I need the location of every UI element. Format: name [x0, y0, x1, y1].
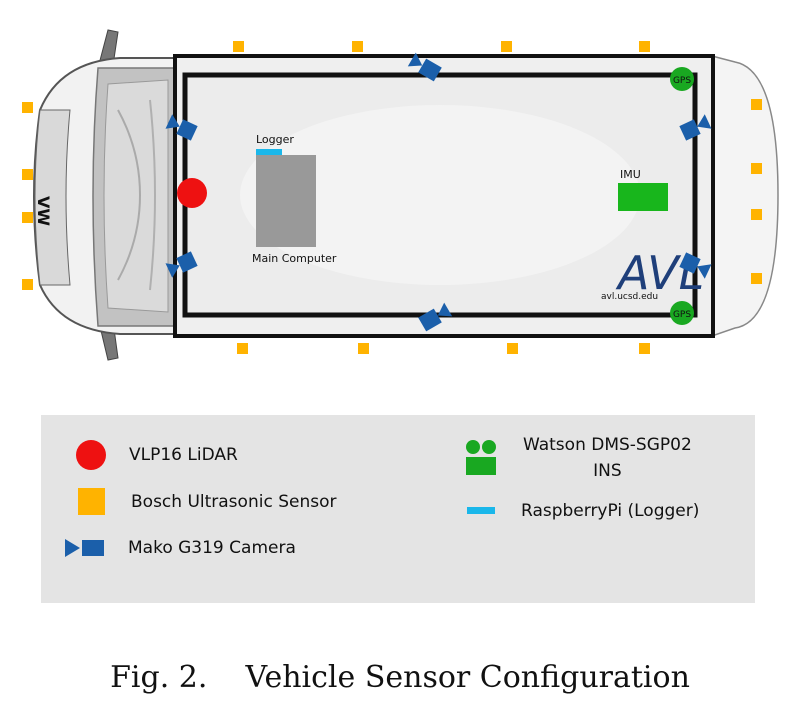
gps-antenna-rear [670, 301, 694, 325]
figure-title: Vehicle Sensor Configuration [245, 660, 690, 695]
imu-box [618, 183, 668, 211]
ultrasonic-sensor [751, 273, 762, 284]
legend-item-ultrasonic: Bosch Ultrasonic Sensor [77, 487, 336, 517]
logger-legend-icon [467, 507, 495, 514]
legend-lidar-label: VLP16 LiDAR [129, 445, 238, 465]
main-computer-label: Main Computer [252, 252, 337, 265]
ultrasonic-sensor [22, 212, 33, 223]
camera [679, 114, 712, 141]
legend-item-logger: RaspberryPi (Logger) [467, 499, 699, 523]
lidar-legend-icon [76, 440, 106, 470]
main-computer-box [256, 155, 316, 247]
svg-text:VW: VW [34, 196, 53, 226]
gps-antenna-front [670, 67, 694, 91]
legend: VLP16 LiDAR Bosch Ultrasonic Sensor Mako… [41, 415, 755, 603]
camera [165, 251, 198, 278]
camera [165, 114, 198, 141]
legend-logger-label: RaspberryPi (Logger) [521, 501, 700, 521]
ultrasonic-sensor [751, 209, 762, 220]
cameras [165, 52, 712, 332]
figure-number: Fig. 2. [110, 660, 208, 695]
ultrasonic-sensors [22, 41, 762, 354]
ins-legend-icon [466, 440, 496, 475]
figure-caption: Fig. 2. Vehicle Sensor Configuration [0, 660, 800, 695]
legend-item-ins: Watson DMS-SGP02 INS [465, 435, 692, 493]
imu-label: IMU [620, 168, 641, 181]
legend-ins-label-line2: INS [593, 461, 622, 481]
ultrasonic-sensor [751, 99, 762, 110]
ultrasonic-sensor [751, 163, 762, 174]
lidar-sensor [177, 178, 207, 208]
ultrasonic-sensor [22, 169, 33, 180]
legend-item-camera: Mako G319 Camera [63, 536, 296, 560]
ultrasonic-sensor [22, 102, 33, 113]
gps-rear-label: GPS [673, 310, 691, 320]
svg-text:avl.ucsd.edu: avl.ucsd.edu [601, 292, 658, 302]
ultrasonic-sensor [507, 343, 518, 354]
ultrasonic-sensor [233, 41, 244, 52]
ultrasonic-sensor [639, 41, 650, 52]
logger-label: Logger [256, 133, 294, 146]
logger-marker [256, 149, 282, 155]
legend-item-lidar: VLP16 LiDAR [75, 439, 238, 471]
ultrasonic-sensor [358, 343, 369, 354]
vehicle-sensor-diagram: VW Logger Main Computer IMU GPS GPS AVL … [22, 29, 779, 361]
ultrasonic-sensor [237, 343, 248, 354]
ultrasonic-sensor [352, 41, 363, 52]
ultrasonic-sensor [639, 343, 650, 354]
ultrasonic-legend-icon [78, 488, 105, 515]
legend-ins-label-line1: Watson DMS-SGP02 [523, 435, 692, 455]
camera [679, 252, 712, 279]
legend-camera-label: Mako G319 Camera [128, 538, 296, 558]
camera [418, 302, 453, 332]
ultrasonic-sensor [22, 279, 33, 290]
gps-front-label: GPS [673, 76, 691, 86]
camera-legend-icon [65, 539, 104, 557]
van-body: VW [33, 29, 779, 361]
camera [407, 52, 442, 82]
ultrasonic-sensor [501, 41, 512, 52]
legend-ultrasonic-label: Bosch Ultrasonic Sensor [131, 492, 337, 512]
